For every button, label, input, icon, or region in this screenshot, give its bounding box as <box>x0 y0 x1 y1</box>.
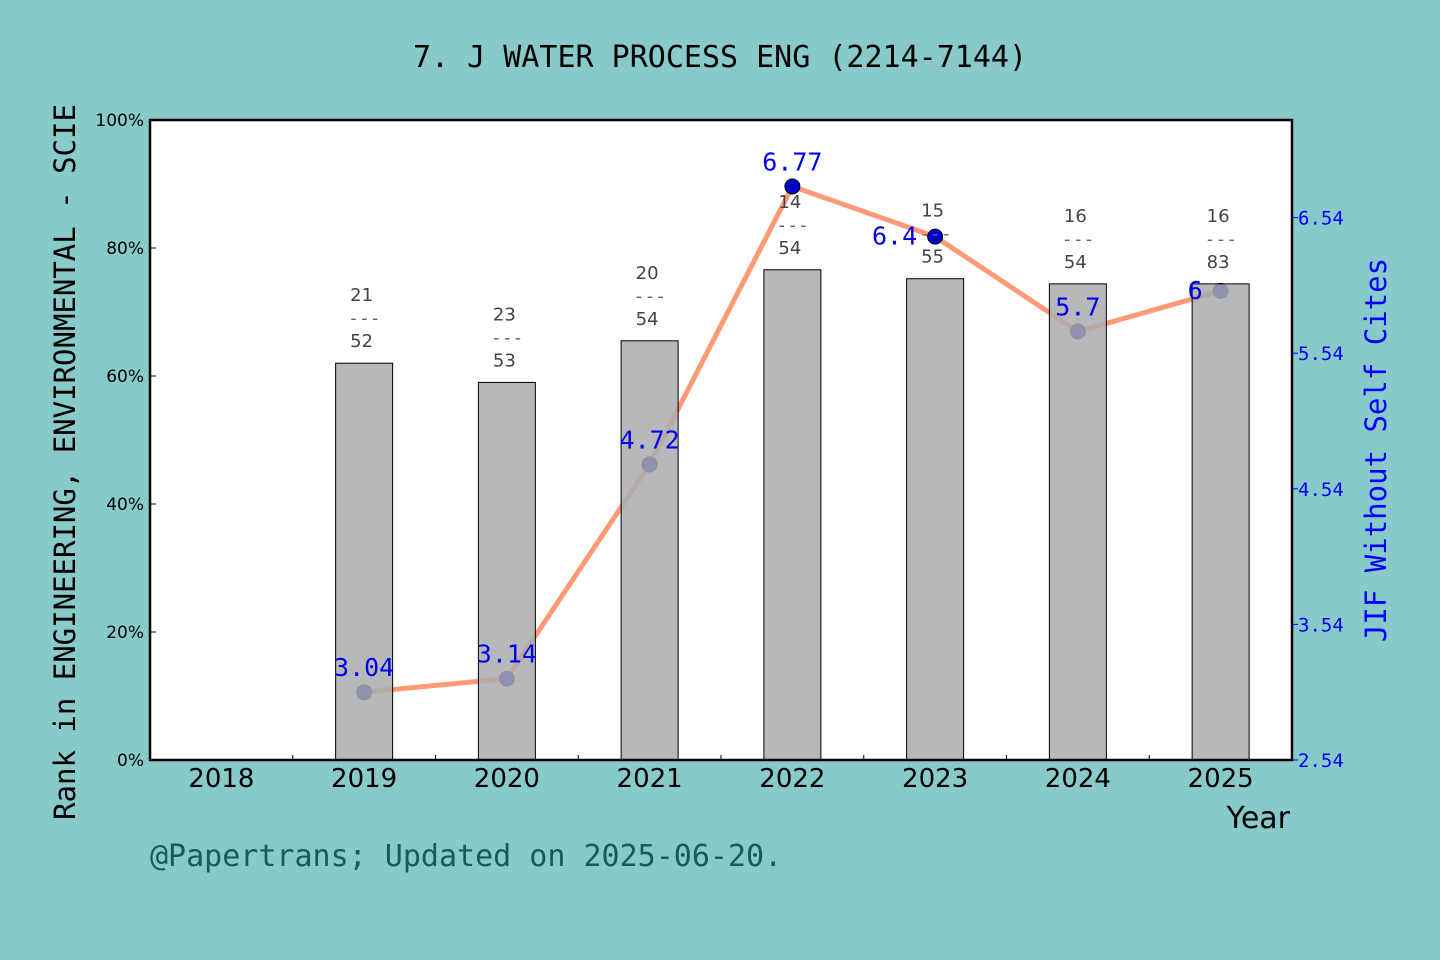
rank-bar <box>763 269 822 761</box>
left-tick-label: 40% <box>106 495 144 515</box>
plot-area <box>150 120 1292 760</box>
left-tick-label: 0% <box>117 751 144 771</box>
rank-bar <box>1048 283 1107 761</box>
rank-label-divider: --- <box>348 308 381 329</box>
right-tick-label: 5.54 <box>1298 343 1344 365</box>
x-tick-label: 2023 <box>902 764 968 794</box>
jif-value-label: 6 <box>1188 276 1203 305</box>
jif-value-label: 4.72 <box>620 425 680 454</box>
rank-label: 20---54 <box>634 263 667 330</box>
rank-label-denominator: 83 <box>1207 252 1230 273</box>
rank-label-denominator: 54 <box>778 238 801 259</box>
rank-bar <box>477 381 536 761</box>
jif-value-label: 5.7 <box>1055 293 1100 322</box>
x-axis-label: Year <box>1225 801 1290 836</box>
x-tick-label: 2019 <box>331 764 397 794</box>
footer-credit: @Papertrans; Updated on 2025-06-20. <box>150 839 782 874</box>
rank-label: 15---55 <box>919 201 952 268</box>
x-tick-label: 2022 <box>759 764 825 794</box>
rank-label-divider: --- <box>1062 229 1095 250</box>
right-tick-label: 3.54 <box>1298 614 1344 636</box>
rank-label-divider: --- <box>1205 229 1238 250</box>
x-tick-label: 2021 <box>617 764 683 794</box>
rank-label-numerator: 16 <box>1207 206 1230 227</box>
x-tick-label: 2025 <box>1188 764 1254 794</box>
rank-label-numerator: 20 <box>636 263 659 284</box>
rank-label-divider: --- <box>634 286 667 307</box>
rank-bar <box>620 340 679 761</box>
rank-label: 23---53 <box>491 304 524 371</box>
rank-label-numerator: 23 <box>493 304 516 325</box>
x-tick-label: 2018 <box>188 764 254 794</box>
rank-label-numerator: 21 <box>350 285 373 306</box>
jif-value-label: 6.77 <box>762 147 822 176</box>
rank-label-denominator: 55 <box>921 247 944 268</box>
rank-bar <box>906 278 965 761</box>
x-tick-label: 2024 <box>1045 764 1111 794</box>
rank-label: 21---52 <box>348 285 381 352</box>
rank-label: 16---54 <box>1062 206 1095 273</box>
right-axis-label: JIF Without Self Cites <box>1359 258 1393 642</box>
rank-label-numerator: 14 <box>778 192 801 213</box>
rank-label: 14---54 <box>776 192 809 259</box>
rank-label: 16---83 <box>1205 206 1238 273</box>
rank-label-divider: --- <box>776 215 809 236</box>
rank-label-numerator: 15 <box>921 201 944 222</box>
jif-value-label: 6.4 <box>872 222 917 251</box>
rank-label-denominator: 54 <box>1064 252 1087 273</box>
left-tick-label: 20% <box>106 623 144 643</box>
left-tick-label: 60% <box>106 367 144 387</box>
right-tick-label: 6.54 <box>1298 208 1344 230</box>
rank-label-denominator: 54 <box>636 309 659 330</box>
left-axis-label: Rank in ENGINEERING, ENVIRONMENTAL - SCI… <box>48 104 82 820</box>
chart-title: 7. J WATER PROCESS ENG (2214-7144) <box>413 40 1027 75</box>
rank-label-divider: --- <box>919 224 952 245</box>
rank-bar <box>1191 283 1250 761</box>
rank-label-divider: --- <box>491 327 524 348</box>
rank-label-denominator: 52 <box>350 331 373 352</box>
right-tick-label: 2.54 <box>1298 750 1344 772</box>
rank-label-denominator: 53 <box>493 350 516 371</box>
x-tick-label: 2020 <box>474 764 540 794</box>
right-tick-label: 4.54 <box>1298 479 1344 501</box>
jif-value-label: 3.14 <box>477 640 537 669</box>
jif-point <box>927 228 944 245</box>
left-tick-label: 100% <box>95 111 144 131</box>
rank-label-numerator: 16 <box>1064 206 1087 227</box>
left-tick-label: 80% <box>106 239 144 259</box>
jif-value-label: 3.04 <box>334 653 394 682</box>
jif-point <box>784 178 801 195</box>
rank-bar <box>335 362 394 761</box>
